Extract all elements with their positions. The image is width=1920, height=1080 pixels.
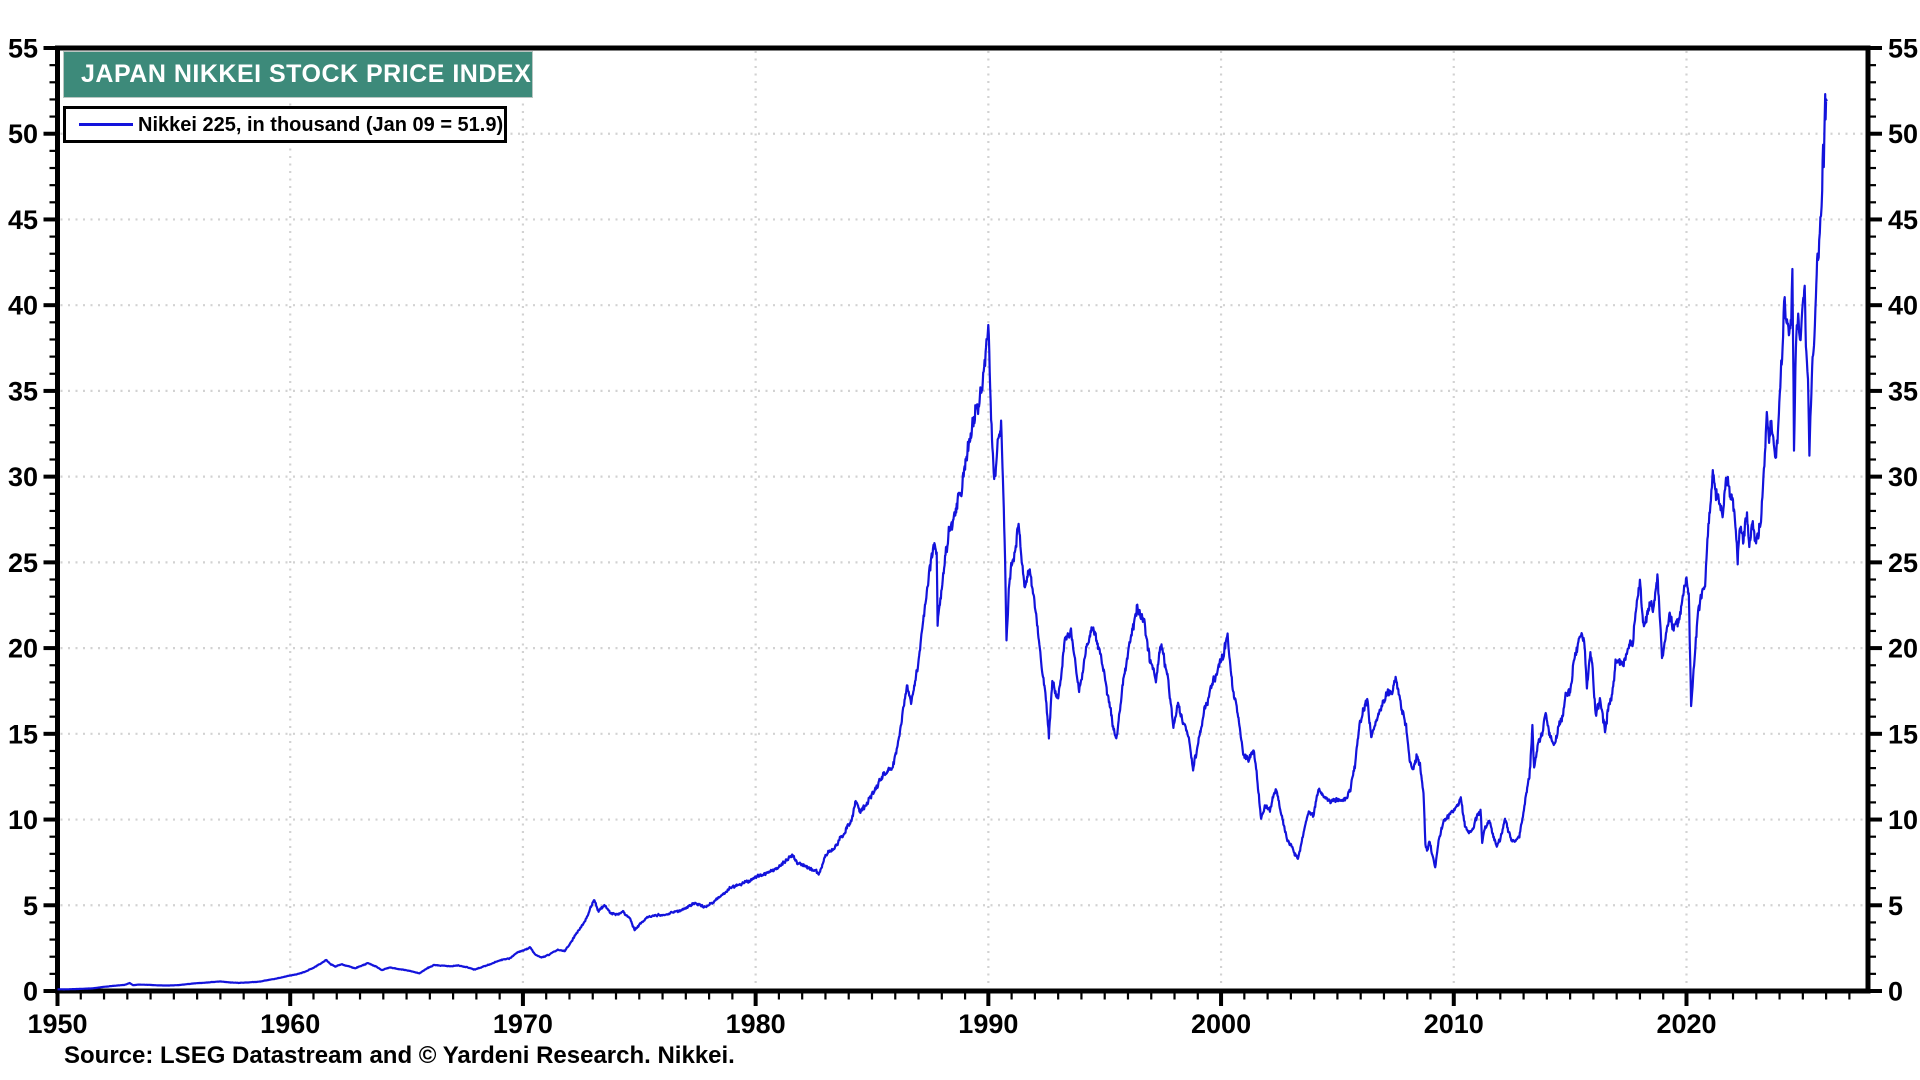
legend-line-swatch [79, 123, 133, 126]
x-axis-tick-label: 2000 [1191, 1009, 1251, 1039]
y-axis-tick-label-right: 0 [1888, 977, 1903, 1007]
x-axis-tick-label: 1990 [958, 1009, 1018, 1039]
y-axis-tick-label-right: 15 [1888, 719, 1918, 749]
y-axis-tick-label-left: 50 [8, 119, 38, 149]
y-axis-tick-label-left: 20 [8, 634, 38, 664]
legend-label: Nikkei 225, in thousand (Jan 09 = 51.9) [138, 114, 504, 136]
nikkei-225-line [56, 92, 1828, 991]
x-axis-tick-label: 1970 [493, 1009, 553, 1039]
y-axis-tick-label-left: 25 [8, 548, 38, 578]
x-axis-tick-label: 2020 [1656, 1009, 1716, 1039]
x-axis-tick-label: 2010 [1424, 1009, 1484, 1039]
x-axis-tick-label: 1980 [726, 1009, 786, 1039]
legend-box: Nikkei 225, in thousand (Jan 09 = 51.9) [63, 106, 507, 143]
chart-title-box: JAPAN NIKKEI STOCK PRICE INDEX [63, 51, 533, 98]
plot-frame [55, 45, 1871, 994]
y-axis-tick-label-right: 55 [1888, 34, 1918, 64]
x-axis-tick-label: 1960 [260, 1009, 320, 1039]
y-axis-tick-label-left: 15 [8, 719, 38, 749]
y-axis-tick-label-right: 25 [1888, 548, 1918, 578]
y-axis-tick-label-left: 55 [8, 34, 38, 64]
y-axis-tick-label-right: 45 [1888, 205, 1918, 235]
y-axis-tick-label-right: 40 [1888, 291, 1918, 321]
y-axis-tick-label-right: 50 [1888, 119, 1918, 149]
y-axis-tick-label-right: 30 [1888, 462, 1918, 492]
y-axis-tick-label-left: 35 [8, 376, 38, 406]
y-axis-tick-label-right: 5 [1888, 891, 1903, 921]
chart-title: JAPAN NIKKEI STOCK PRICE INDEX [81, 60, 532, 88]
y-axis-tick-label-left: 5 [23, 891, 38, 921]
y-axis-tick-label-left: 45 [8, 205, 38, 235]
source-note: Source: LSEG Datastream and © Yardeni Re… [64, 1042, 735, 1069]
y-axis-tick-label-right: 20 [1888, 634, 1918, 664]
y-axis-tick-label-right: 10 [1888, 805, 1918, 835]
x-axis-tick-label: 1950 [27, 1009, 87, 1039]
y-axis-tick-label-left: 10 [8, 805, 38, 835]
y-axis-tick-label-left: 0 [23, 977, 38, 1007]
y-axis-tick-label-right: 35 [1888, 376, 1918, 406]
y-axis-tick-label-left: 30 [8, 462, 38, 492]
y-axis-tick-label-left: 40 [8, 291, 38, 321]
